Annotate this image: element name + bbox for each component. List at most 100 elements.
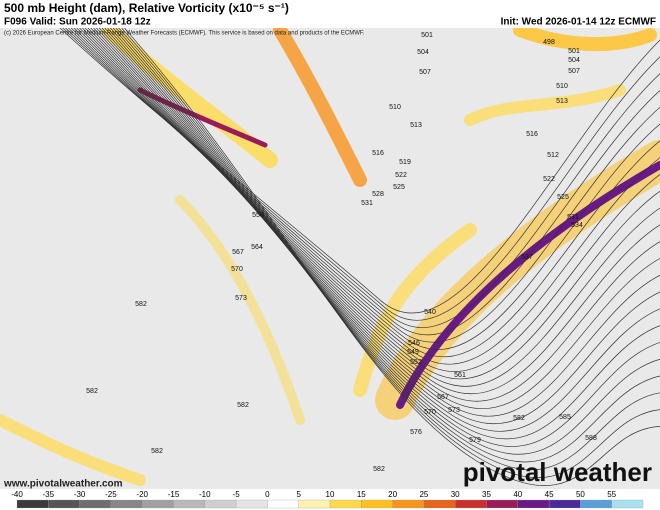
contour bbox=[76, 27, 660, 358]
contour-label: 510 bbox=[556, 83, 568, 90]
colorbar-label: 40 bbox=[513, 490, 522, 499]
contour-label: 512 bbox=[547, 152, 559, 159]
colorbar-swatch bbox=[580, 499, 612, 509]
colorbar-swatch bbox=[79, 499, 112, 509]
contour-label: 507 bbox=[568, 68, 580, 75]
contour-label: 552 bbox=[410, 359, 422, 366]
swath bbox=[464, 84, 626, 126]
contour bbox=[93, 27, 660, 402]
contour-label: 561 bbox=[454, 372, 466, 379]
contour-labels: 501 504 507 498 501 504 507 510 513 510 513 516 516 5… bbox=[86, 32, 597, 473]
contour bbox=[70, 27, 660, 343]
contour-label: 582 bbox=[135, 301, 147, 308]
contour-label: 567 bbox=[437, 394, 449, 401]
init-time: Init: Wed 2026-01-14 12z ECMWF bbox=[501, 17, 656, 28]
swath bbox=[0, 414, 146, 486]
contour-label: 528 bbox=[372, 191, 384, 198]
valid-time: F096 Valid: Sun 2026-01-18 12z bbox=[4, 17, 151, 28]
copyright: (c) 2026 European Centre for Medium-Rang… bbox=[4, 31, 365, 37]
website: www.pivotalweather.com bbox=[3, 479, 123, 490]
colorbar-swatch bbox=[235, 499, 268, 509]
colorbar-label: -15 bbox=[168, 490, 180, 499]
swath bbox=[513, 23, 657, 52]
colorbar-label: 50 bbox=[576, 490, 585, 499]
colorbar-label: -5 bbox=[233, 490, 241, 499]
contour-label: 564 bbox=[251, 244, 263, 251]
colorbar-swatch bbox=[267, 499, 299, 509]
contour bbox=[115, 27, 660, 463]
colorbar-swatch bbox=[517, 499, 550, 509]
colorbar-label: 5 bbox=[296, 490, 301, 499]
contour-label: 546 bbox=[408, 340, 420, 347]
contour-label: 582 bbox=[86, 388, 98, 395]
colorbar-label: 30 bbox=[451, 490, 460, 499]
swath bbox=[353, 223, 477, 397]
height-contours bbox=[59, 27, 660, 486]
contour-label: 498 bbox=[543, 39, 555, 46]
contour-label: 510 bbox=[389, 104, 401, 111]
contour-label: 504 bbox=[568, 57, 580, 64]
colorbar-label: 10 bbox=[326, 490, 335, 499]
contour bbox=[96, 27, 660, 409]
contour-label: 516 bbox=[372, 150, 384, 157]
header-bar bbox=[0, 0, 660, 28]
contour bbox=[101, 27, 660, 424]
contour-label: 579 bbox=[469, 437, 481, 444]
contour-label: 582 bbox=[237, 402, 249, 409]
colorbar-swatch bbox=[548, 499, 581, 509]
colorbar-label: 15 bbox=[357, 490, 366, 499]
colorbar-swatch bbox=[392, 499, 425, 509]
contour-label: 501 bbox=[568, 48, 580, 55]
contour bbox=[112, 27, 660, 455]
contour-label: 531 bbox=[567, 214, 579, 221]
colorbar-label: 0 bbox=[265, 490, 270, 499]
contour-label: 582 bbox=[513, 415, 525, 422]
contour-label: 540 bbox=[424, 309, 436, 316]
colorbar-label: -30 bbox=[74, 490, 86, 499]
contour bbox=[118, 27, 660, 471]
colorbar: -40 -35 -30 -25 -20 -15 -10 -5 0 5 10 15 20 25 30 35 40 4… bbox=[0, 489, 660, 510]
colorbar-label: -25 bbox=[105, 490, 117, 499]
contour-label: 585 bbox=[559, 414, 571, 421]
contour bbox=[110, 27, 660, 447]
colorbar-swatch bbox=[455, 499, 487, 509]
colorbar-swatch bbox=[204, 499, 237, 509]
contour bbox=[104, 27, 660, 432]
colorbar-label: 35 bbox=[482, 490, 491, 499]
colorbar-label: 25 bbox=[419, 490, 428, 499]
contour-label: 501 bbox=[421, 32, 433, 39]
contour-label: 558 bbox=[252, 212, 264, 219]
contour bbox=[79, 27, 660, 365]
swath bbox=[273, 23, 367, 187]
contour bbox=[98, 27, 660, 417]
contour bbox=[107, 27, 660, 440]
colorbar-swatch bbox=[423, 499, 456, 509]
contour-label: 582 bbox=[151, 448, 163, 455]
contour-label: 537 bbox=[521, 254, 533, 261]
contour bbox=[84, 27, 660, 380]
contour-label: 513 bbox=[410, 122, 422, 129]
contour-label: 588 bbox=[585, 435, 597, 442]
contour-label: 570 bbox=[424, 409, 436, 416]
contour-label: 534 bbox=[571, 222, 583, 229]
colorbar-swatch bbox=[611, 499, 644, 509]
swath bbox=[375, 140, 660, 420]
contour bbox=[73, 27, 660, 350]
contour bbox=[121, 27, 660, 478]
contour-label: 531 bbox=[361, 200, 373, 207]
colorbar-swatch bbox=[16, 499, 49, 509]
colorbar-label: -35 bbox=[43, 490, 55, 499]
colorbar-label: -40 bbox=[11, 490, 23, 499]
contour-label: 513 bbox=[556, 98, 568, 105]
contour-label: 522 bbox=[395, 172, 407, 179]
contour-label: 582 bbox=[373, 466, 385, 473]
contour-label: 576 bbox=[410, 429, 422, 436]
colorbar-swatch bbox=[173, 499, 205, 509]
contour bbox=[90, 27, 660, 394]
contour-label: 525 bbox=[393, 184, 405, 191]
colorbar-swatch bbox=[48, 499, 80, 509]
contour-label: 570 bbox=[231, 266, 243, 273]
colorbar-swatch bbox=[142, 499, 174, 509]
logo: pivotal weather bbox=[463, 457, 652, 487]
